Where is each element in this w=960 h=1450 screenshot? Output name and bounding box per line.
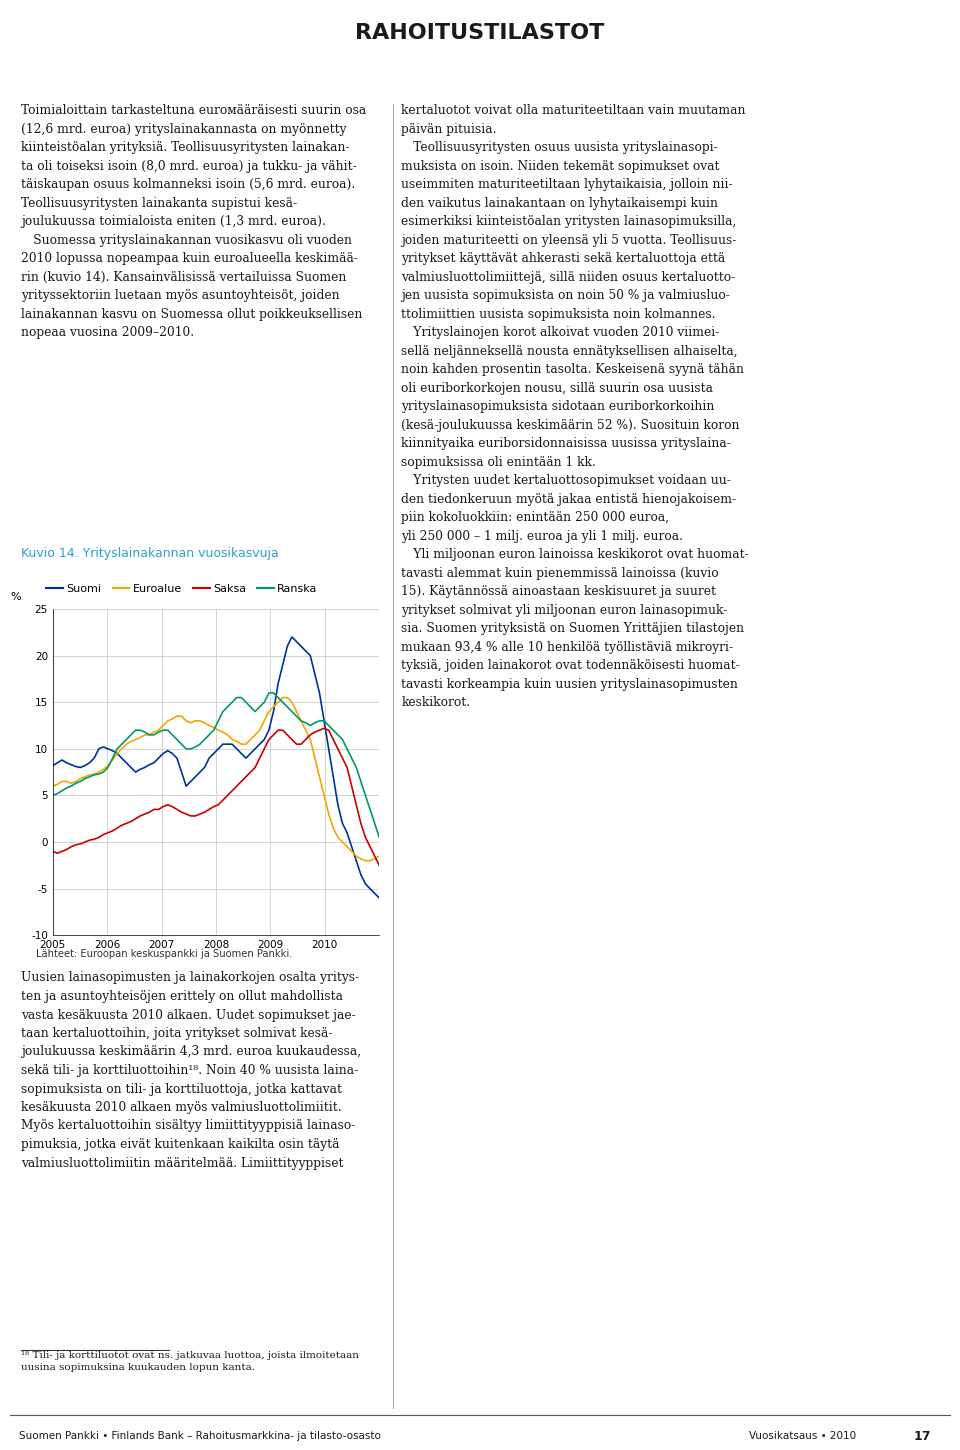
Text: 17: 17 <box>914 1430 931 1443</box>
Text: kertaluotot voivat olla maturiteetiltaan vain muutaman
päivän pituisia.
 Teollis: kertaluotot voivat olla maturiteetiltaan… <box>401 104 749 709</box>
Text: %: % <box>11 593 21 603</box>
Text: ¹⁸ Tili- ja korttiluotot ovat ns. jatkuvaa luottoa, joista ilmoitetaan
uusina so: ¹⁸ Tili- ja korttiluotot ovat ns. jatkuv… <box>21 1351 359 1372</box>
Legend: Suomi, Euroalue, Saksa, Ranska: Suomi, Euroalue, Saksa, Ranska <box>42 579 322 599</box>
Text: Suomen Pankki • Finlands Bank – Rahoitusmarkkina- ja tilasto-osasto: Suomen Pankki • Finlands Bank – Rahoitus… <box>19 1431 381 1441</box>
Text: Vuosikatsaus • 2010: Vuosikatsaus • 2010 <box>749 1431 856 1441</box>
Text: Lähteet: Euroopan keskuspankki ja Suomen Pankki.: Lähteet: Euroopan keskuspankki ja Suomen… <box>36 950 293 958</box>
Text: RAHOITUSTILASTOT: RAHOITUSTILASTOT <box>355 23 605 42</box>
Text: Uusien lainasopimusten ja lainakorkojen osalta yritys-
ten ja asuntoyhteisöjen e: Uusien lainasopimusten ja lainakorkojen … <box>21 972 361 1170</box>
Text: Toimialoittain tarkasteltuna euroмääräisesti suurin osa
(12,6 mrd. euroa) yritys: Toimialoittain tarkasteltuna euroмääräis… <box>21 104 367 339</box>
Text: Kuvio 14. Yrityslainakannan vuosikasvuja: Kuvio 14. Yrityslainakannan vuosikasvuja <box>21 548 278 560</box>
